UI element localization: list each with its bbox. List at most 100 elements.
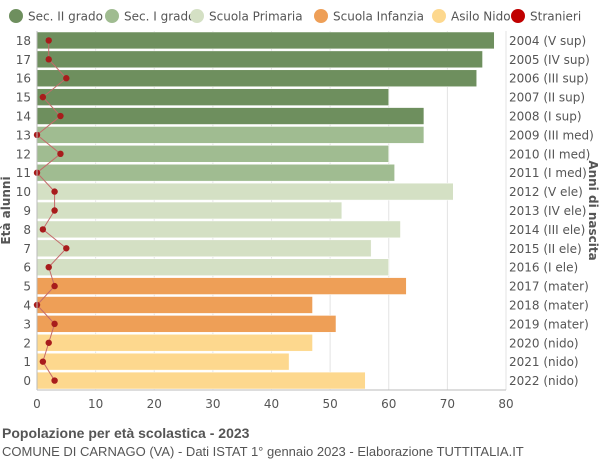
bar-age-12 [36, 145, 389, 163]
bar-age-8 [36, 220, 401, 239]
x-tick-label-0: 0 [33, 397, 41, 411]
birth-year-label-13: 2009 (III med) [509, 128, 594, 142]
legend-swatch-1 [105, 9, 119, 23]
age-label-15: 15 [16, 91, 31, 105]
age-label-8: 8 [23, 223, 31, 237]
bar-age-4 [36, 296, 313, 314]
bar-age-17 [36, 50, 483, 69]
legend-label-1: Sec. I grado [124, 10, 195, 24]
legend-label-5: Stranieri [530, 10, 581, 24]
stranieri-point-age-15 [39, 93, 47, 101]
chart-subtitle: COMUNE DI CARNAGO (VA) - Dati ISTAT 1° g… [2, 444, 524, 459]
age-label-11: 11 [16, 166, 31, 180]
bar-age-15 [36, 88, 389, 106]
age-label-1: 1 [23, 355, 31, 369]
bar-age-18 [36, 31, 495, 50]
birth-year-label-9: 2013 (IV ele) [509, 204, 586, 218]
bar-age-13 [36, 126, 425, 144]
bar-age-14 [36, 107, 425, 125]
stranieri-point-age-1 [39, 358, 47, 365]
population-chart: Sec. II grado Sec. I grado Scuola Primaria… [0, 9, 600, 411]
age-label-4: 4 [23, 298, 31, 312]
x-tick-label-40: 40 [264, 397, 279, 411]
birth-year-label-8: 2014 (III ele) [509, 223, 585, 237]
stranieri-point-age-3 [51, 320, 58, 328]
legend-swatch-0 [9, 9, 23, 23]
stranieri-point-age-7 [63, 245, 70, 252]
bar-age-16 [36, 69, 477, 87]
birth-year-label-2: 2020 (nido) [509, 336, 579, 350]
age-label-16: 16 [16, 72, 31, 86]
age-label-9: 9 [23, 204, 31, 218]
age-label-5: 5 [23, 280, 31, 294]
birth-year-label-3: 2019 (mater) [509, 317, 589, 331]
birth-year-label-5: 2017 (mater) [509, 280, 589, 294]
x-tick-label-50: 50 [322, 397, 337, 411]
bar-age-6 [36, 258, 389, 276]
birth-year-label-14: 2008 (I sup) [509, 110, 582, 124]
bar-age-7 [36, 239, 372, 257]
birth-year-label-1: 2021 (nido) [509, 355, 579, 369]
stranieri-point-age-9 [51, 207, 58, 214]
chart-title: Popolazione per età scolastica - 2023 [2, 425, 250, 441]
age-label-3: 3 [23, 317, 31, 331]
stranieri-point-age-6 [45, 263, 52, 271]
bars [36, 31, 495, 390]
stranieri-point-age-16 [63, 75, 70, 82]
age-label-14: 14 [16, 110, 31, 124]
age-label-17: 17 [16, 53, 31, 67]
stranieri-point-age-2 [45, 339, 52, 346]
stranieri-point-age-17 [45, 56, 52, 63]
x-tick-label-20: 20 [147, 397, 162, 411]
legend-swatch-4 [432, 9, 446, 23]
age-label-6: 6 [23, 261, 31, 275]
stranieri-point-age-14 [57, 112, 64, 120]
legend: Sec. II grado Sec. I grado Scuola Primaria… [9, 9, 581, 24]
legend-label-0: Sec. II grado [28, 10, 103, 24]
legend-label-3: Scuola Infanzia [333, 10, 424, 24]
stranieri-point-age-0 [51, 377, 58, 384]
stranieri-point-age-5 [51, 282, 58, 290]
x-tick-label-80: 80 [498, 397, 513, 411]
birth-year-label-15: 2007 (II sup) [509, 91, 585, 105]
x-tick-label-60: 60 [381, 397, 396, 411]
stranieri-series [33, 37, 70, 384]
birth-year-label-17: 2005 (IV sup) [509, 53, 590, 67]
birth-year-label-0: 2022 (nido) [509, 374, 579, 388]
age-label-18: 18 [16, 34, 31, 48]
legend-swatch-2 [190, 9, 204, 23]
birth-year-label-18: 2004 (V sup) [509, 34, 586, 48]
stranieri-point-age-12 [57, 150, 64, 158]
birth-year-label-16: 2006 (III sup) [509, 72, 589, 86]
bar-age-9 [36, 201, 343, 220]
age-label-13: 13 [16, 128, 31, 142]
stranieri-point-age-18 [45, 37, 52, 44]
legend-swatch-5 [511, 9, 525, 23]
age-label-7: 7 [23, 242, 31, 256]
y-axis-title-right: Anni di nascita [586, 160, 600, 260]
bar-age-11 [36, 164, 395, 182]
bar-age-5 [36, 277, 407, 295]
birth-year-label-12: 2010 (II med) [509, 147, 590, 161]
stranieri-point-age-10 [51, 188, 58, 195]
bar-age-0 [36, 371, 366, 390]
bar-age-10 [36, 182, 454, 201]
age-label-2: 2 [23, 336, 31, 350]
age-label-0: 0 [23, 374, 31, 388]
birth-year-label-7: 2015 (II ele) [509, 242, 582, 256]
age-label-10: 10 [16, 185, 31, 199]
birth-year-label-11: 2011 (I med) [509, 166, 587, 180]
bar-age-1 [36, 352, 290, 371]
x-tick-label-10: 10 [88, 397, 103, 411]
legend-label-4: Asilo Nido [451, 10, 511, 24]
age-label-12: 12 [16, 147, 31, 161]
birth-year-label-4: 2018 (mater) [509, 298, 589, 312]
y-axis-title-left: Età alunni [0, 176, 13, 244]
bar-age-3 [36, 315, 337, 333]
x-tick-label-70: 70 [440, 397, 455, 411]
birth-year-label-6: 2016 (I ele) [509, 261, 578, 275]
x-tick-label-30: 30 [205, 397, 220, 411]
birth-year-label-10: 2012 (V ele) [509, 185, 583, 199]
bar-age-2 [36, 334, 313, 352]
